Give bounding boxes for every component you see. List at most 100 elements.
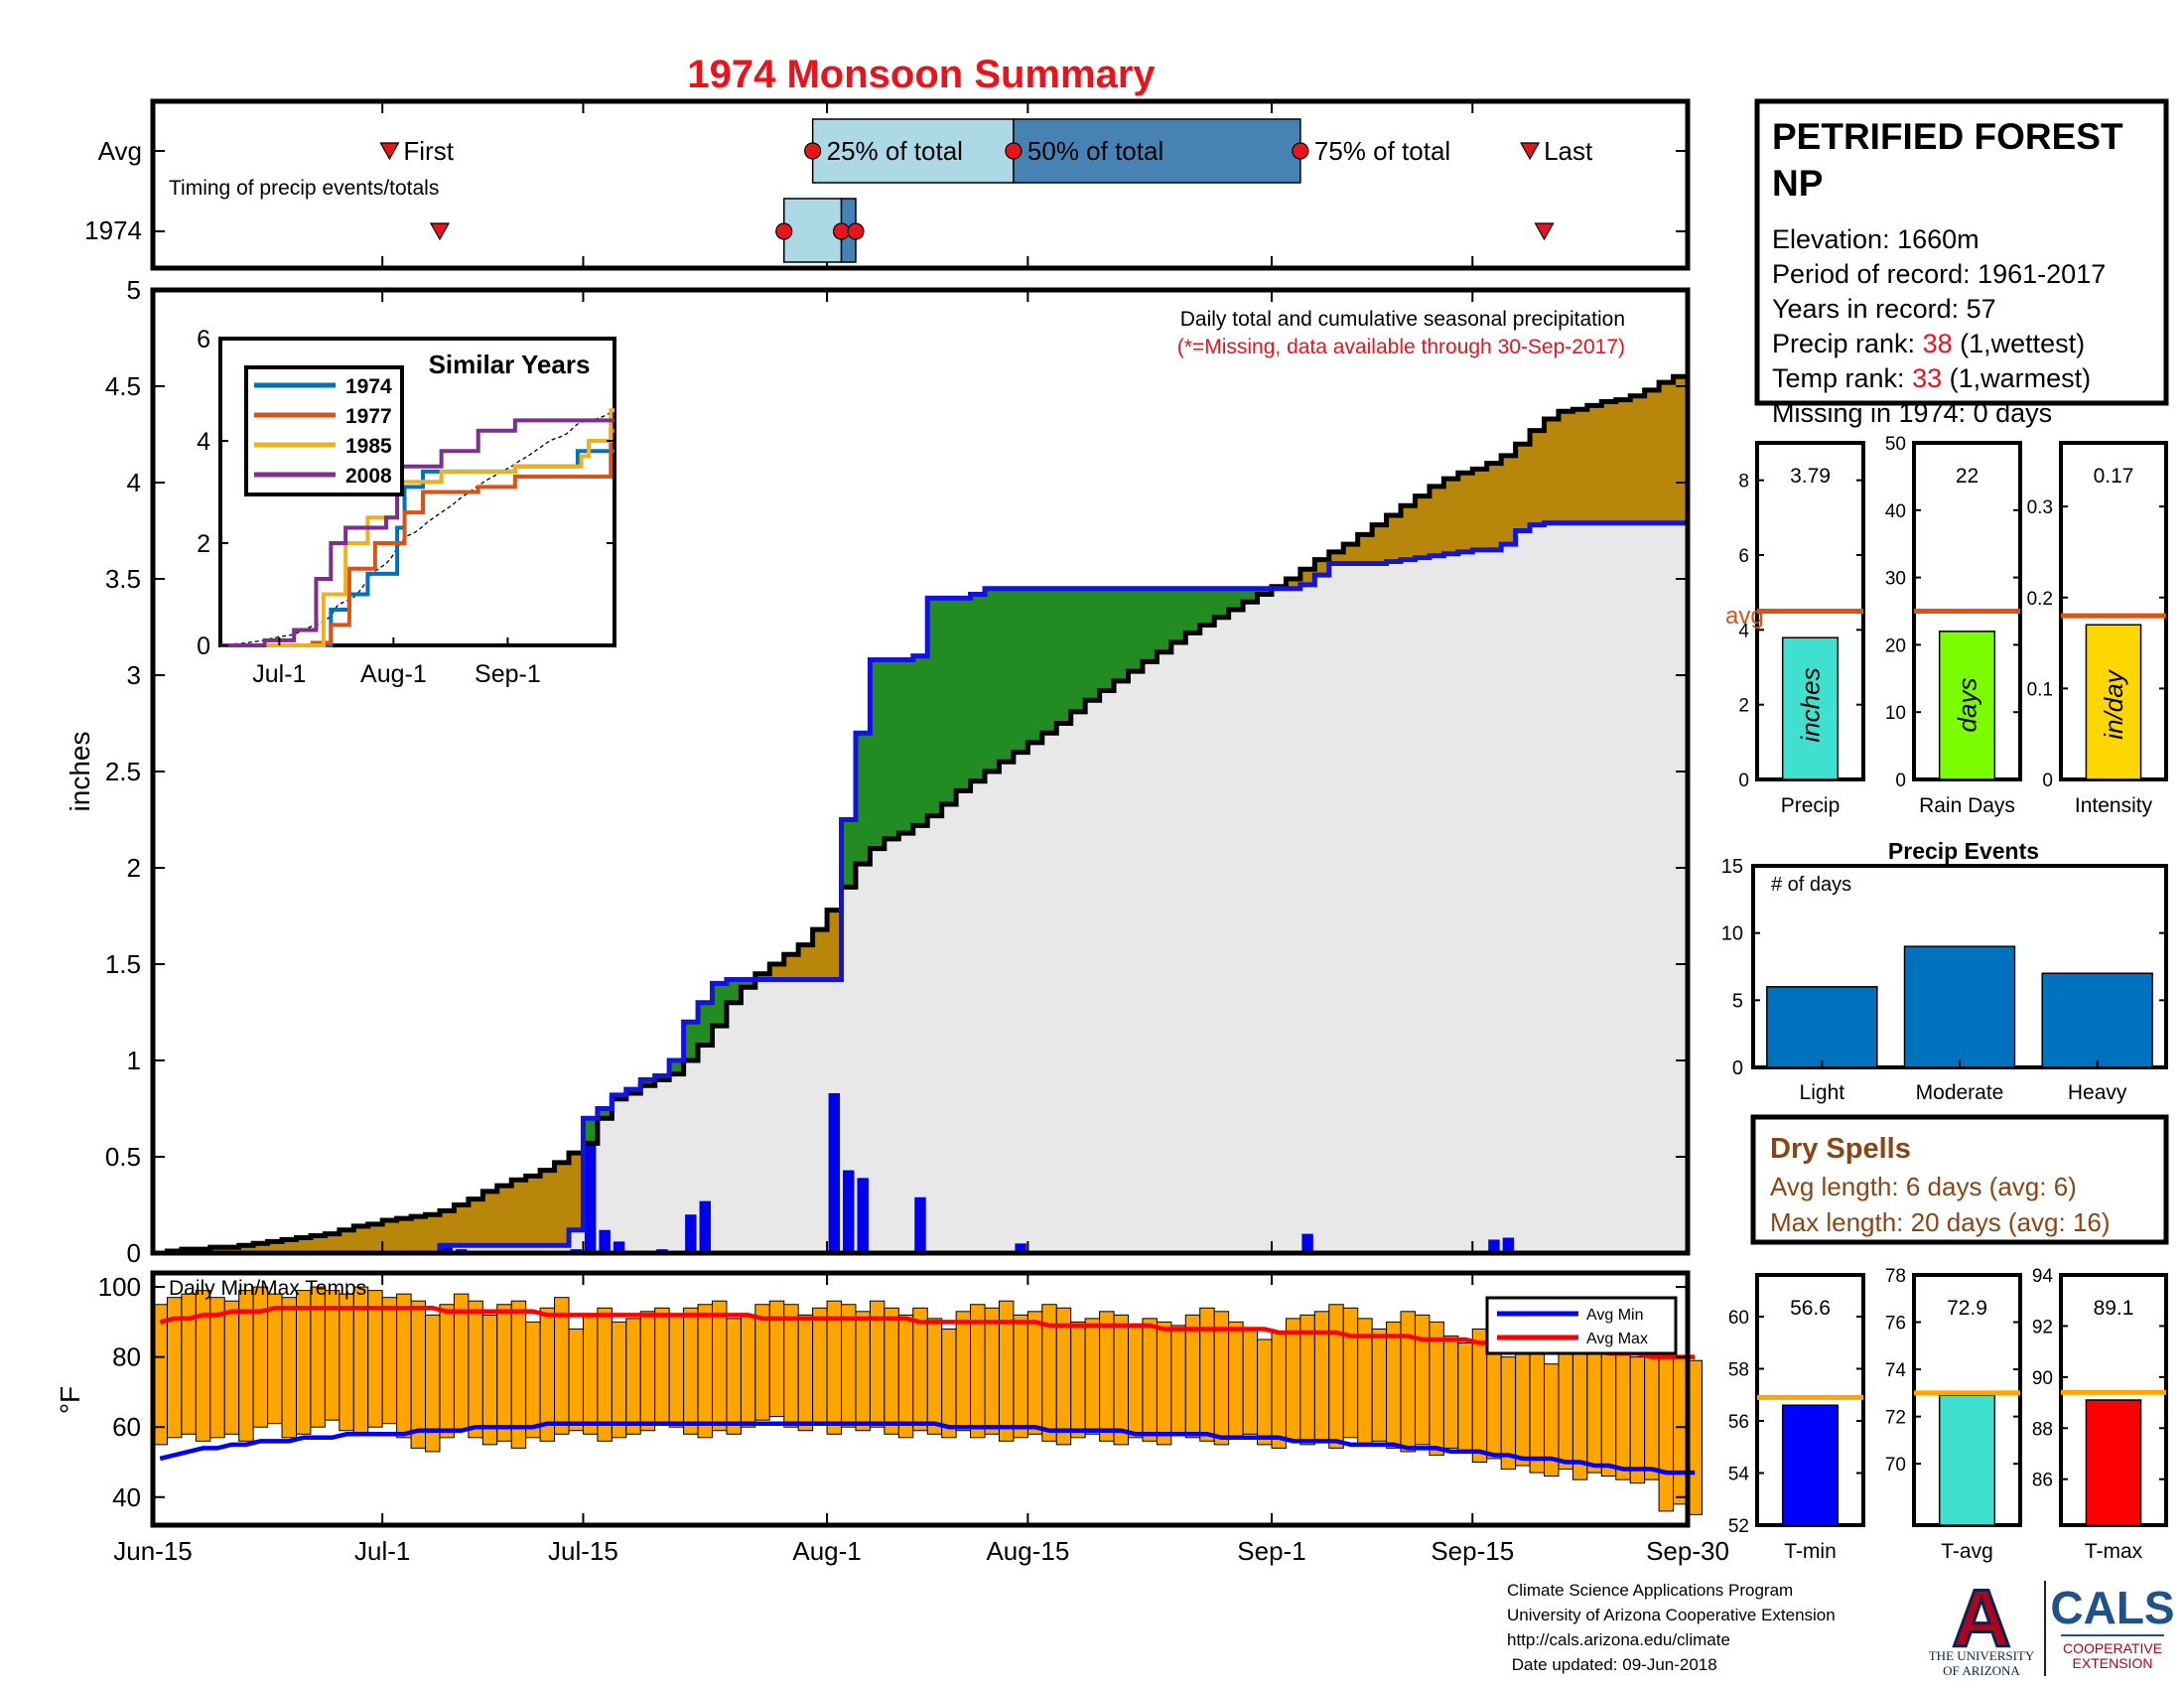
- cumulative-base-fill: [511, 1245, 527, 1253]
- cumulative-base-fill: [1372, 563, 1388, 1253]
- inset-legend-label-1974: 1974: [345, 375, 392, 398]
- above-avg-fill: [870, 659, 886, 849]
- inset-ytick-label: 6: [197, 326, 210, 353]
- cumulative-base-fill: [855, 864, 872, 1253]
- daily-temp-bar: [611, 1321, 627, 1439]
- tavg-panel-label: T-avg: [1941, 1540, 1993, 1563]
- below-avg-fill: [382, 1220, 398, 1253]
- above-avg-fill: [912, 655, 928, 826]
- precip-panel-value: 3.79: [1790, 465, 1831, 488]
- below-avg-fill: [1457, 473, 1473, 552]
- intensity-panel-bar: [2085, 624, 2142, 780]
- cumulative-base-fill: [1041, 733, 1057, 1253]
- legend-avg-max-label: Avg Max: [1586, 1331, 1648, 1347]
- tavg-panel-ytick-label: 78: [1885, 1266, 1906, 1287]
- above-avg-fill: [1013, 588, 1028, 753]
- below-avg-fill: [367, 1223, 383, 1253]
- cumulative-base-fill: [812, 979, 828, 1253]
- main-ytick-label: 1: [127, 1046, 141, 1075]
- cumulative-base-fill: [1586, 522, 1602, 1253]
- main-note-line2: (*=Missing, data available through 30-Se…: [1177, 336, 1625, 358]
- intensity-panel-ytick-label: 0: [2042, 771, 2053, 791]
- daily-temp-bar: [496, 1304, 512, 1442]
- above-avg-fill: [970, 594, 986, 781]
- below-avg-fill: [1401, 505, 1417, 560]
- above-avg-fill: [999, 588, 1015, 763]
- x-date-label: Sep-30: [1646, 1536, 1729, 1566]
- raindays-panel-bar: [1938, 631, 1996, 780]
- daily-temp-bar: [539, 1307, 556, 1442]
- daily-temp-bar: [1026, 1311, 1043, 1435]
- above-avg-fill: [1027, 588, 1043, 743]
- below-avg-fill: [1415, 495, 1431, 558]
- above-avg-fill: [1214, 588, 1230, 618]
- daily-temp-bar: [267, 1293, 283, 1425]
- cumulative-base-fill: [912, 825, 928, 1253]
- precip-panel-ytick-label: 2: [1738, 696, 1749, 717]
- dry-spells-max: Max length: 20 days (avg: 16): [1770, 1207, 2111, 1237]
- cumulative-base-fill: [999, 762, 1015, 1253]
- x-date-label: Jun-15: [113, 1536, 193, 1566]
- inset-xtick-label: Aug-1: [360, 660, 427, 688]
- daily-temp-bar: [726, 1318, 742, 1435]
- daily-temp-bar: [1515, 1336, 1531, 1467]
- above-avg-fill: [956, 598, 972, 791]
- avg-50-75-box: [1013, 118, 1301, 184]
- cumulative-base-fill: [1199, 625, 1215, 1253]
- above-avg-fill: [841, 819, 857, 888]
- daily-temp-bar: [281, 1297, 297, 1439]
- timing-50-label: 50% of total: [1027, 136, 1163, 166]
- daily-precip-bar: [699, 1200, 711, 1253]
- station-name-line2: NP: [1772, 163, 1823, 204]
- daily-temp-bar: [1414, 1314, 1431, 1446]
- below-avg-fill: [783, 954, 799, 980]
- temp-ytick-label: 80: [112, 1342, 141, 1372]
- main-ytick-label: 2: [127, 853, 141, 883]
- cumulative-base-fill: [468, 1245, 483, 1253]
- cumulative-base-fill: [1429, 555, 1444, 1253]
- daily-temp-bar: [1342, 1307, 1359, 1439]
- tmax-panel-bar: [2085, 1399, 2142, 1526]
- avg-75-marker: [1292, 142, 1309, 160]
- daily-temp-bar: [1156, 1321, 1172, 1446]
- above-avg-fill: [1185, 588, 1201, 633]
- daily-temp-bar: [668, 1314, 685, 1428]
- cumulative-base-fill: [1157, 651, 1172, 1253]
- cumulative-base-fill: [970, 780, 986, 1253]
- daily-temp-bar: [1457, 1342, 1473, 1453]
- temp-ytick-label: 100: [98, 1272, 141, 1302]
- footer-line-2: University of Arizona Cooperative Extens…: [1507, 1606, 1836, 1624]
- tmax-panel-value: 89.1: [2094, 1297, 2134, 1320]
- ua-name-line1: THE UNIVERSITY: [1929, 1648, 2035, 1663]
- daily-temp-bar: [1586, 1336, 1602, 1474]
- cumulative-base-fill: [1515, 530, 1531, 1253]
- inset-legend-label-1977: 1977: [345, 405, 392, 428]
- tmin-panel: 52 54 56 58 60 56.6 T-min: [1728, 1273, 1865, 1563]
- daily-precip-bar: [1502, 1237, 1515, 1253]
- avg-25-marker: [804, 142, 822, 160]
- daily-temp-bar: [711, 1300, 728, 1432]
- info-years: Years in record: 57: [1772, 294, 1996, 324]
- cumulative-base-fill: [927, 815, 943, 1253]
- info-precip-rank: Precip rank: 38 (1,wettest): [1772, 329, 2085, 358]
- inset-xtick-label: Sep-1: [475, 660, 541, 688]
- daily-precip-bar: [914, 1196, 926, 1253]
- daily-temp-bar: [1084, 1318, 1101, 1435]
- timing-subtitle: Timing of precip events/totals: [169, 177, 439, 200]
- daily-temp-bar: [1658, 1342, 1675, 1512]
- cals-logo: CALS COOPERATIVE EXTENSION: [2050, 1582, 2174, 1671]
- daily-temp-bar: [1558, 1352, 1573, 1471]
- cumulative-base-fill: [1415, 557, 1431, 1253]
- above-avg-fill: [726, 979, 742, 1003]
- events-ytick-label: 5: [1732, 990, 1743, 1012]
- daily-temp-bar: [1571, 1345, 1588, 1480]
- cumulative-base-fill: [1501, 544, 1517, 1253]
- tmin-panel-bar: [1781, 1404, 1840, 1526]
- tmax-panel: 86 88 90 92 94 89.1 T-max: [2032, 1266, 2168, 1563]
- below-avg-fill: [1644, 389, 1660, 523]
- daily-temp-bar: [970, 1304, 986, 1439]
- inset-legend: 1974 1977 1985 2008: [244, 365, 404, 496]
- below-avg-fill: [339, 1229, 354, 1253]
- precip-panel-ytick-label: 6: [1738, 546, 1749, 567]
- cumulative-base-fill: [1085, 700, 1101, 1253]
